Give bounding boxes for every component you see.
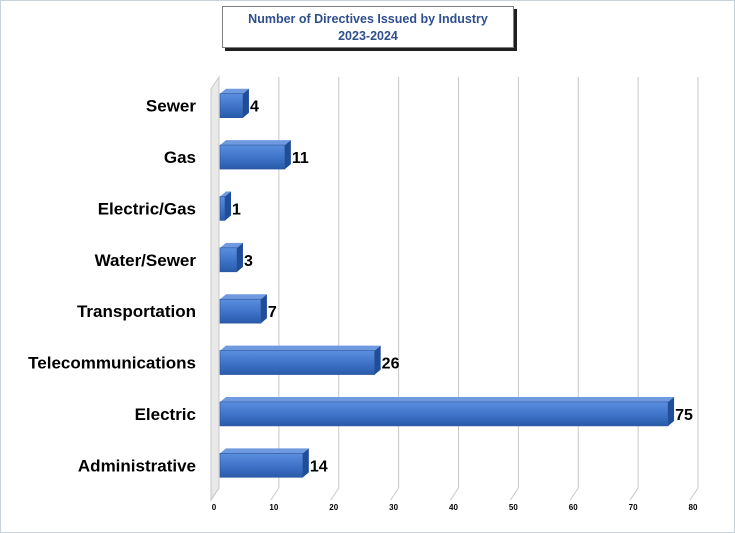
data-label: 14 <box>310 458 328 475</box>
bar-top-face <box>220 396 675 402</box>
floor-gridline <box>330 487 340 501</box>
data-label: 75 <box>675 407 693 424</box>
x-tick-label: 60 <box>569 503 578 512</box>
bar <box>219 448 309 478</box>
x-tick-label: 30 <box>389 503 398 512</box>
category-label: Transportation <box>77 302 196 321</box>
x-tick-label: 20 <box>329 503 338 512</box>
chart-title: Number of Directives Issued by Industry <box>248 12 488 26</box>
floor-gridline <box>210 487 220 501</box>
labels: 0 10 20 30 40 50 60 70 80 Sewer 4 Gas 11 Electric/Gas… <box>28 97 698 512</box>
bar <box>219 88 249 118</box>
data-label: 3 <box>244 253 253 270</box>
category-label: Sewer <box>146 97 196 116</box>
category-label: Water/Sewer <box>95 251 197 270</box>
bar-side-face <box>668 396 675 426</box>
x-tick-label: 40 <box>449 503 458 512</box>
data-label: 7 <box>268 304 277 321</box>
x-tick-label: 10 <box>269 503 278 512</box>
bar-side-face <box>242 88 249 118</box>
x-tick-label: 70 <box>629 503 638 512</box>
bar-front-face <box>219 93 244 118</box>
category-label: Electric <box>135 405 196 424</box>
plot-side-wall <box>210 75 220 502</box>
bar-top-face <box>220 191 231 197</box>
bar-top-face <box>220 345 381 351</box>
category-label: Gas <box>164 148 196 167</box>
data-label: 26 <box>382 356 400 373</box>
category-label: Administrative <box>78 456 196 475</box>
data-label: 1 <box>232 201 241 218</box>
x-tick-label: 0 <box>212 503 217 512</box>
bar-front-face <box>219 350 375 375</box>
bar-top-face <box>220 88 249 94</box>
bar-top-face <box>220 448 309 454</box>
bars <box>219 88 675 478</box>
floor-gridline <box>270 487 280 501</box>
bar-side-face <box>284 140 291 170</box>
bar-front-face <box>219 401 669 427</box>
bar-front-face <box>219 453 304 478</box>
x-tick-label: 80 <box>689 503 698 512</box>
x-tick-label: 50 <box>509 503 518 512</box>
bar <box>219 294 267 324</box>
bar <box>219 140 291 170</box>
floor-gridline <box>569 487 579 501</box>
bar-top-face <box>220 294 267 300</box>
floor-gridline <box>689 487 699 501</box>
chart-subtitle: 2023-2024 <box>338 29 398 43</box>
bar-side-face <box>302 448 309 478</box>
bar-side-face <box>224 191 231 221</box>
bar-front-face <box>219 247 238 273</box>
bar-side-face <box>374 345 381 375</box>
floor-gridline <box>390 487 400 501</box>
chart-title-box: Number of Directives Issued by Industry … <box>222 6 514 48</box>
bar-front-face <box>219 298 262 324</box>
category-label: Telecommunications <box>28 354 196 373</box>
bar-front-face <box>219 144 286 170</box>
bar-side-face <box>260 294 267 324</box>
data-label: 4 <box>250 99 259 116</box>
category-label: Electric/Gas <box>98 199 196 218</box>
bar <box>219 345 381 375</box>
floor-gridline <box>509 487 519 501</box>
bar <box>219 191 231 221</box>
bar <box>219 396 675 427</box>
bar-top-face <box>220 242 243 248</box>
data-label: 11 <box>292 150 309 167</box>
floor-gridline <box>629 487 639 501</box>
floor-gridline <box>450 487 459 501</box>
bar-top-face <box>220 140 291 146</box>
bar <box>219 242 243 273</box>
bar-front-face <box>219 196 226 221</box>
bar-side-face <box>236 242 243 272</box>
